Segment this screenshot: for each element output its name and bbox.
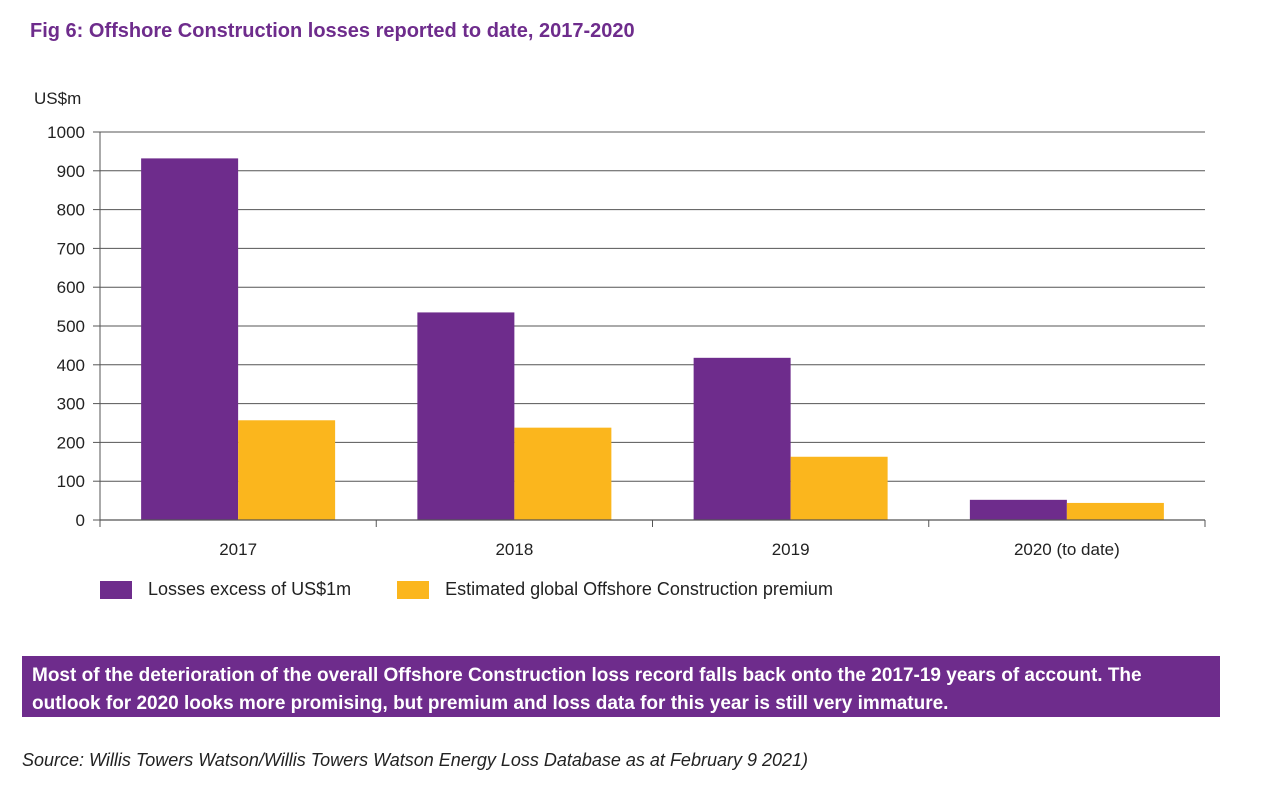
x-tick-label: 2019	[772, 540, 810, 559]
y-tick-label: 800	[57, 201, 85, 220]
y-tick-label: 500	[57, 317, 85, 336]
source-note: Source: Willis Towers Watson/Willis Towe…	[22, 750, 809, 770]
legend-label-losses: Losses excess of US$1m	[148, 579, 352, 599]
y-tick-label: 200	[57, 433, 85, 452]
bar-premium-1	[514, 427, 612, 520]
bars	[141, 158, 1164, 520]
bar-losses-2	[693, 357, 791, 520]
y-tick-label: 600	[57, 278, 85, 297]
bar-premium-2	[790, 456, 888, 520]
bar-premium-0	[238, 420, 336, 520]
y-tick-label: 0	[76, 511, 85, 530]
y-tick-label: 700	[57, 239, 85, 258]
y-axis-ticks: 0 100 200 300 400 500 600 700 800 900 1000	[47, 123, 100, 530]
bar-losses-3	[969, 499, 1067, 520]
x-tick-label: 2017	[219, 540, 257, 559]
x-tick-label: 2020 (to date)	[1014, 540, 1120, 559]
figure-title: Fig 6: Offshore Construction losses repo…	[30, 20, 635, 42]
legend-item-premium: Estimated global Offshore Construction p…	[397, 579, 833, 600]
bar-losses-1	[417, 312, 515, 520]
bar-premium-3	[1066, 502, 1164, 520]
y-tick-label: 100	[57, 472, 85, 491]
x-axis: 2017 2018 2019 2020 (to date)	[99, 132, 1206, 559]
y-tick-label: 300	[57, 395, 85, 414]
legend-swatch-losses	[100, 580, 132, 599]
legend-item-losses: Losses excess of US$1m	[100, 579, 351, 600]
y-axis-unit-label: US$m	[34, 89, 81, 108]
callout-box: Most of the deterioration of the overall…	[22, 656, 1220, 717]
y-tick-label: 400	[57, 356, 85, 375]
y-tick-label: 900	[57, 162, 85, 181]
bar-chart: US$m 0 100 200 300 400 500 600 700 800 900 1000 20…	[34, 89, 1206, 559]
legend-swatch-premium	[397, 580, 430, 599]
legend: Losses excess of US$1m Estimated global …	[100, 579, 879, 600]
y-tick-label: 1000	[47, 123, 85, 142]
legend-label-premium: Estimated global Offshore Construction p…	[445, 579, 833, 599]
x-tick-label: 2018	[495, 540, 533, 559]
bar-losses-0	[141, 158, 239, 520]
